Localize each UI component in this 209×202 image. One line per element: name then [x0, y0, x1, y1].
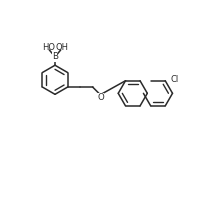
Text: OH: OH: [55, 43, 68, 52]
Text: B: B: [52, 52, 58, 61]
Text: HO: HO: [42, 43, 55, 52]
Text: Cl: Cl: [171, 75, 179, 84]
Text: O: O: [97, 93, 104, 102]
